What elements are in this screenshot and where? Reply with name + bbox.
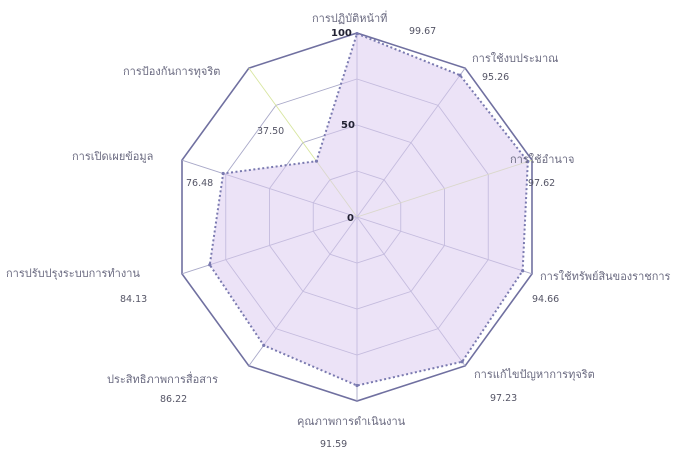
value-label: 76.48 <box>186 178 213 189</box>
category-label: การเปิดเผยข้อมูล <box>72 150 153 163</box>
r-tick-label: 100 <box>331 28 352 39</box>
category-label: ประสิทธิภาพการสื่อสาร <box>107 371 218 386</box>
category-label: การปฏิบัติหน้าที่ <box>312 10 387 25</box>
series-area <box>208 32 529 387</box>
category-label: การป้องกันการทุจริต <box>123 65 220 78</box>
value-label: 86.22 <box>160 394 187 405</box>
r-tick-label: 0 <box>347 213 354 224</box>
data-point <box>262 343 266 347</box>
category-label: การใช้งบประมาณ <box>472 52 558 65</box>
value-label: 95.26 <box>482 72 509 83</box>
category-label: คุณภาพการดำเนินงาน <box>297 415 406 428</box>
category-label: การแก้ไขปัญหาการทุจริต <box>474 368 595 381</box>
category-label: การปรับปรุงระบบการทำงาน <box>6 267 140 280</box>
value-label: 94.66 <box>532 294 559 305</box>
data-point <box>460 360 464 364</box>
category-label: การใช้อำนาจ <box>510 153 575 166</box>
radar-labels: 0 50 100 การปฏิบัติหน้าที่ 99.67 การใช้งบประม… <box>6 10 671 450</box>
value-label: 97.62 <box>528 178 555 189</box>
data-point <box>355 32 359 36</box>
value-label: 99.67 <box>409 26 436 37</box>
category-label: การใช้ทรัพย์สินของราชการ <box>540 270 671 283</box>
r-tick-label: 50 <box>341 120 355 131</box>
data-point <box>521 269 525 273</box>
data-point <box>221 171 225 176</box>
value-label: 37.50 <box>257 126 284 137</box>
value-label: 97.23 <box>490 393 517 404</box>
value-label: 91.59 <box>320 439 347 450</box>
value-label: 84.13 <box>120 294 147 305</box>
radar-series <box>208 32 530 388</box>
data-point <box>208 263 212 267</box>
data-point <box>526 159 530 164</box>
data-point <box>314 159 319 163</box>
data-point <box>458 73 462 77</box>
data-point <box>355 383 359 388</box>
